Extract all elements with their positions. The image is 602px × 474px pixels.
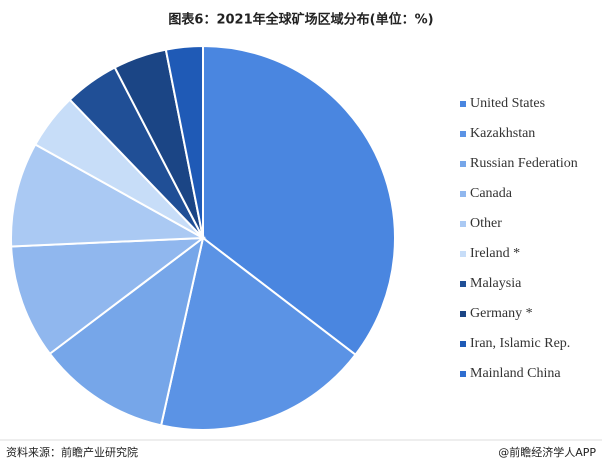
source: 资料来源：前瞻产业研究院 [6, 445, 138, 459]
legend-swatch [460, 281, 466, 287]
legend-swatch [460, 371, 466, 377]
credit: @前瞻经济学人APP [498, 445, 596, 459]
legend-swatch [460, 341, 466, 347]
legend-label: Other [470, 216, 502, 231]
pie-slice [10, 143, 207, 248]
legend-swatch [460, 311, 466, 317]
legend-swatch [460, 251, 466, 257]
legend: United States Kazakhstan Russian Federatio… [460, 96, 578, 381]
pie [10, 44, 396, 431]
legend-swatch [460, 101, 466, 107]
legend-swatch [460, 221, 466, 227]
legend-label: Iran, Islamic Rep. [470, 336, 570, 351]
pie-slice [202, 44, 396, 357]
legend-label: United States [470, 96, 545, 111]
pie-slice [48, 235, 205, 427]
legend-swatch [460, 161, 466, 167]
legend-label: Russian Federation [470, 156, 578, 171]
legend-label: Germany * [470, 306, 533, 321]
pie-slice [159, 236, 357, 431]
legend-swatch [460, 131, 466, 137]
legend-label: Canada [470, 186, 513, 201]
pie-slice [10, 236, 207, 356]
legend-label: Ireland * [470, 246, 520, 261]
legend-label: Malaysia [470, 276, 522, 291]
chart-title: 图表6：2021年全球矿场区域分布(单位：%) [168, 12, 433, 28]
legend-swatch [460, 191, 466, 197]
legend-label: Kazakhstan [470, 126, 535, 141]
legend-label: Mainland China [470, 366, 561, 381]
